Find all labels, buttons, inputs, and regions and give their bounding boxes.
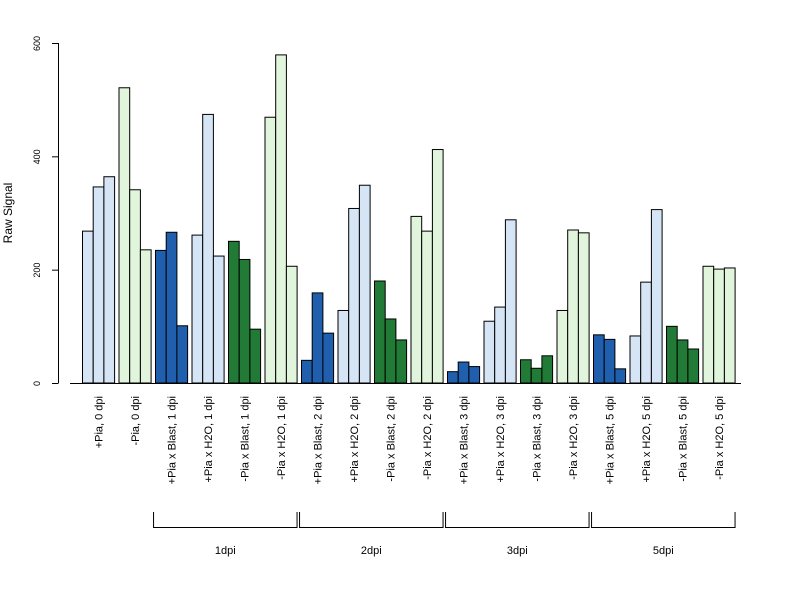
bar (129, 189, 141, 384)
bar (238, 258, 251, 384)
x-tick-label: -Pia x H2O, 5 dpi (714, 396, 726, 480)
bar (322, 332, 335, 384)
bar (556, 309, 569, 384)
bar (723, 267, 736, 384)
bar (384, 318, 397, 384)
x-tick-label: +Pia x Blast, 1 dpi (167, 396, 179, 484)
x-tick-label: -Pia x H2O, 3 dpi (568, 396, 580, 480)
bracket-label: 2dpi (361, 545, 382, 557)
bar (118, 87, 131, 384)
bar (504, 219, 517, 384)
bar (202, 113, 214, 384)
bar (374, 280, 386, 384)
bar (103, 176, 116, 384)
x-tick-label: -Pia x Blast, 2 dpi (386, 396, 398, 482)
bracket (591, 512, 736, 528)
bar (358, 184, 371, 384)
axes: 0 200 400 600 (32, 36, 741, 386)
bar (228, 240, 240, 384)
x-tick-label: +Pia x H2O, 1 dpi (203, 396, 215, 483)
bar (603, 338, 616, 384)
bar (264, 116, 277, 384)
x-tick-label: +Pia x H2O, 3 dpi (495, 396, 507, 483)
bar (155, 249, 167, 384)
bracket-label: 5dpi (653, 545, 674, 557)
bar (410, 215, 423, 384)
bars (82, 54, 736, 384)
bar (650, 209, 663, 384)
bar (82, 230, 94, 384)
y-tick-label: 200 (32, 263, 42, 278)
bracket-label: 1dpi (215, 545, 236, 557)
bar (468, 366, 481, 384)
x-tick-label: -Pia x H2O, 2 dpi (422, 396, 434, 480)
bracket-label: 3dpi (507, 545, 528, 557)
bar (337, 309, 350, 384)
bar (457, 361, 470, 384)
x-tick-label: +Pia, 0 dpi (94, 396, 106, 448)
bar (577, 232, 590, 384)
bar (92, 186, 105, 384)
y-tick-label: 400 (32, 149, 42, 164)
x-tick-label: +Pia x H2O, 2 dpi (349, 396, 361, 483)
y-axis-label: Raw Signal (1, 183, 15, 244)
bracket (445, 512, 590, 528)
bar (311, 292, 324, 384)
bar (629, 335, 642, 384)
x-tick-label: +Pia x Blast, 5 dpi (605, 396, 617, 484)
bar (212, 255, 225, 384)
bar (191, 234, 204, 384)
bar (395, 339, 408, 384)
bar (249, 328, 262, 384)
bar (666, 325, 678, 384)
x-tick-label: -Pia x Blast, 3 dpi (532, 396, 544, 482)
bar (530, 367, 543, 384)
x-tick-label: -Pia x H2O, 1 dpi (276, 396, 288, 480)
bar (431, 149, 444, 384)
bracket (299, 512, 444, 528)
bracket (153, 512, 298, 528)
x-tick-label: +Pia x Blast, 2 dpi (313, 396, 325, 484)
x-tick-label: +Pia x H2O, 5 dpi (641, 396, 653, 483)
y-tick-label: 0 (32, 381, 42, 386)
bar (421, 230, 433, 384)
x-tick-labels: +Pia, 0 dpi -Pia, 0 dpi +Pia x Blast, 1 dp… (94, 396, 726, 484)
bar (593, 334, 605, 384)
time-brackets: 1dpi 2dpi 3dpi 5dpi (153, 512, 736, 557)
bar (301, 359, 313, 384)
bar (139, 249, 152, 384)
bar (483, 320, 496, 384)
bar (447, 371, 459, 384)
x-tick-label: -Pia, 0 dpi (130, 396, 142, 446)
bar (702, 265, 715, 384)
bar (275, 54, 287, 384)
bar (567, 229, 579, 384)
x-tick-label: -Pia x Blast, 1 dpi (240, 396, 252, 482)
x-tick-label: -Pia x Blast, 5 dpi (678, 396, 690, 482)
bar (687, 348, 700, 384)
bar (285, 265, 298, 384)
bar (676, 339, 689, 384)
bar (494, 306, 506, 384)
bar (541, 355, 554, 384)
y-tick-label: 600 (32, 36, 42, 51)
bar (165, 231, 178, 384)
bar (614, 368, 627, 384)
bar (640, 281, 652, 384)
bar (348, 207, 360, 384)
bar (520, 359, 532, 384)
x-tick-label: +Pia x Blast, 3 dpi (459, 396, 471, 484)
bar (176, 325, 189, 384)
bar (713, 268, 725, 384)
